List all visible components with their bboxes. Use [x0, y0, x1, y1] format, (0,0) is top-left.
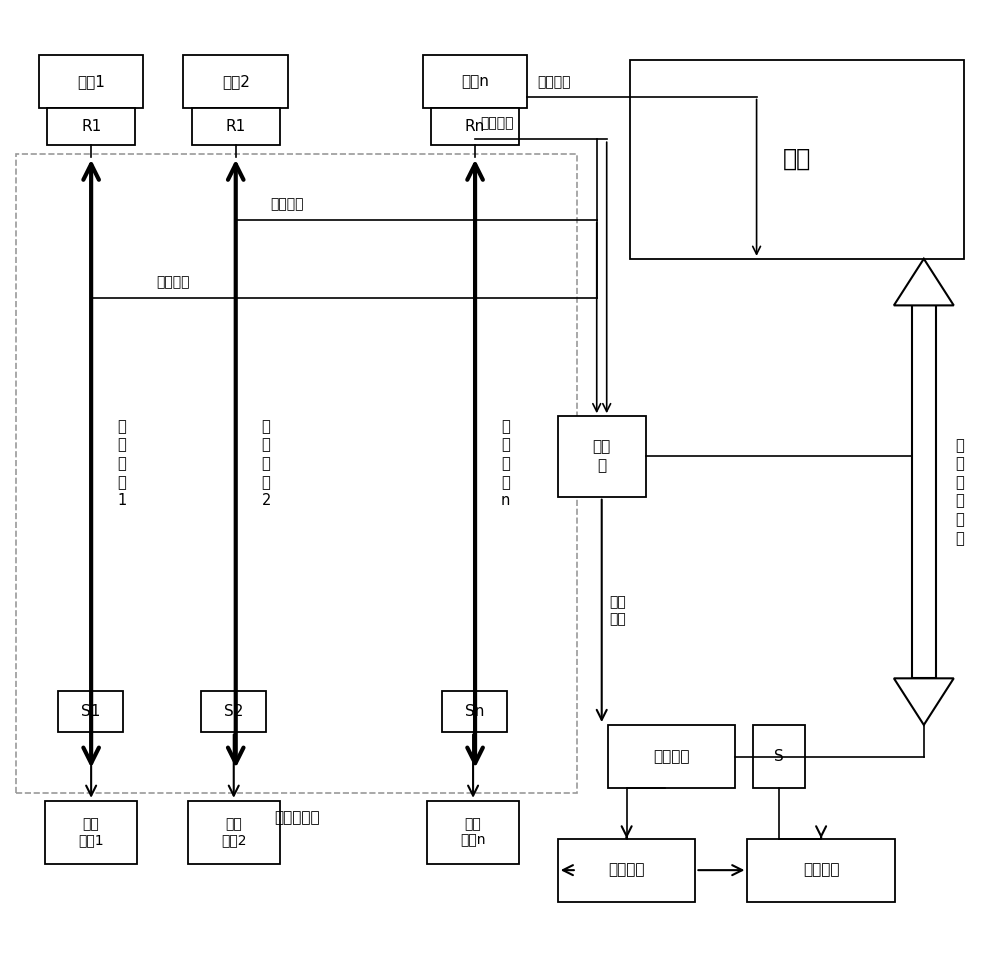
Bar [39, 55, 143, 108]
Text: 小屏n: 小屏n [461, 74, 489, 89]
Bar [183, 55, 288, 108]
Text: 二维
码: 二维 码 [593, 439, 611, 473]
Text: 共屏
申请: 共屏 申请 [610, 595, 626, 626]
Bar [558, 839, 695, 902]
Bar [747, 839, 895, 902]
Text: S2: S2 [224, 704, 243, 719]
Text: 应用
桌面n: 应用 桌面n [460, 817, 486, 847]
Bar [753, 725, 805, 788]
Bar [16, 154, 577, 793]
Text: 数
据
会
话
2: 数 据 会 话 2 [262, 419, 271, 508]
Text: R1: R1 [226, 119, 246, 134]
Text: 大
屏
数
据
会
话: 大 屏 数 据 会 话 [956, 438, 964, 545]
Text: 调度服务: 调度服务 [653, 749, 690, 764]
Text: S: S [774, 749, 784, 764]
Text: 小屏2: 小屏2 [222, 74, 250, 89]
Polygon shape [894, 259, 954, 306]
Text: 应用
桌面2: 应用 桌面2 [221, 817, 246, 847]
Bar [608, 725, 735, 788]
Text: 扫描加入: 扫描加入 [156, 275, 189, 289]
Bar [431, 108, 519, 145]
Text: 云桌面管理: 云桌面管理 [274, 810, 319, 825]
Text: Sn: Sn [465, 704, 484, 719]
Bar [558, 416, 646, 497]
Bar [188, 801, 280, 864]
Text: 小屏1: 小屏1 [77, 74, 105, 89]
Polygon shape [894, 678, 954, 725]
Text: R1: R1 [81, 119, 101, 134]
Text: S1: S1 [81, 704, 100, 719]
Text: 拼接桌面: 拼接桌面 [803, 863, 839, 878]
Text: Rn: Rn [465, 119, 485, 134]
Bar [45, 801, 137, 864]
Bar [47, 108, 135, 145]
Text: 扫描加入: 扫描加入 [537, 75, 571, 89]
Bar [442, 691, 507, 731]
Bar [423, 55, 527, 108]
Text: 数
据
会
话
1: 数 据 会 话 1 [117, 419, 126, 508]
Text: 大屏: 大屏 [783, 147, 811, 171]
Bar [912, 306, 936, 678]
Text: 扫描加入: 扫描加入 [271, 197, 304, 211]
Bar [192, 108, 280, 145]
Bar [201, 691, 266, 731]
Text: 扫描加入: 扫描加入 [480, 117, 514, 131]
Bar [427, 801, 519, 864]
Text: 算法拼接: 算法拼接 [608, 863, 645, 878]
Bar [630, 59, 964, 259]
Bar [58, 691, 123, 731]
Text: 应用
桌面1: 应用 桌面1 [78, 817, 104, 847]
Text: 数
据
会
话
n: 数 据 会 话 n [501, 419, 510, 508]
